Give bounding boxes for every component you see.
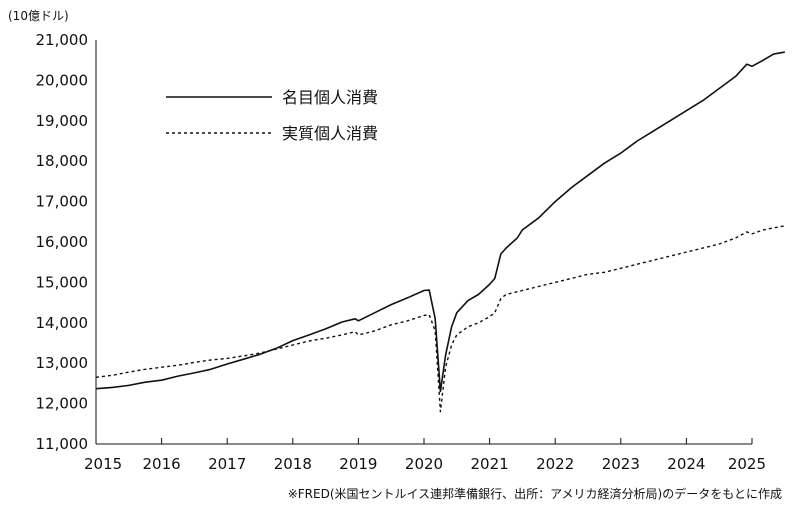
- legend-label-real: 実質個人消費: [282, 124, 378, 143]
- source-note: ※FRED(米国セントルイス連邦準備銀行、出所：アメリカ経済分析局)のデータをも…: [288, 486, 782, 501]
- y-tick-label: 18,000: [36, 152, 89, 170]
- y-tick-label: 14,000: [36, 314, 89, 332]
- y-tick-label: 16,000: [36, 233, 89, 251]
- x-tick-label: 2017: [208, 455, 246, 473]
- y-tick-label: 21,000: [36, 31, 89, 49]
- series-layer: [95, 51, 785, 413]
- x-tick-label: 2021: [471, 455, 509, 473]
- y-tick-label: 13,000: [36, 354, 89, 372]
- y-tick-label: 17,000: [36, 193, 89, 211]
- y-tick-label: 15,000: [36, 273, 89, 291]
- x-tick-label: 2019: [339, 455, 377, 473]
- series-line-nominal: [95, 51, 785, 393]
- y-tick-label: 11,000: [36, 435, 89, 453]
- x-tick-label: 2025: [728, 455, 766, 473]
- y-tick-label: 20,000: [36, 71, 89, 89]
- y-axis-unit: (10億ドル): [8, 9, 69, 23]
- x-tick-label: 2022: [536, 455, 574, 473]
- y-tick-label: 12,000: [36, 395, 89, 413]
- legend-label-nominal: 名目個人消費: [282, 88, 378, 107]
- x-tick-label: 2023: [602, 455, 640, 473]
- x-tick-label: 2016: [143, 455, 181, 473]
- legend: 名目個人消費 実質個人消費: [166, 88, 378, 143]
- x-tick-label: 2015: [84, 455, 122, 473]
- y-axis-ticks: 11,000 12,000 13,000 14,000 15,000 16,000 17,0…: [36, 31, 89, 453]
- x-tick-label: 2020: [405, 455, 443, 473]
- y-tick-label: 19,000: [36, 112, 89, 130]
- x-axis-ticks: 2015 2016 2017 2018 2019 2020 2021 2022 2023 2024…: [84, 438, 766, 473]
- x-tick-label: 2024: [667, 455, 705, 473]
- x-tick-label: 2018: [274, 455, 312, 473]
